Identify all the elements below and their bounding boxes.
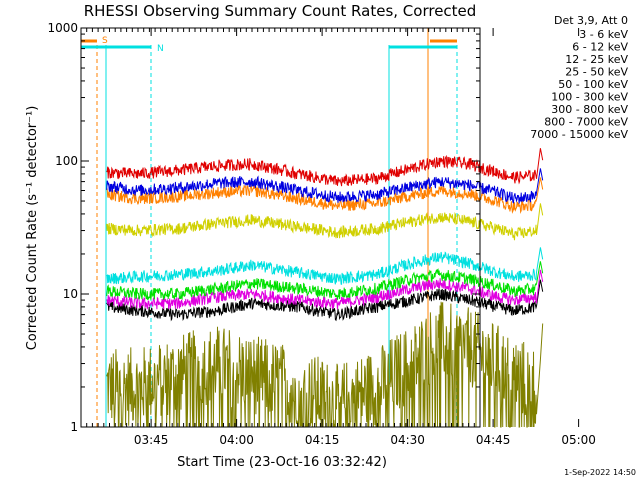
legend-label: 3 - 6 keV bbox=[579, 28, 628, 41]
chart-title: RHESSI Observing Summary Count Rates, Co… bbox=[84, 2, 477, 20]
x-tick-label: 03:45 bbox=[134, 433, 169, 447]
legend-label: 50 - 100 keV bbox=[558, 78, 628, 91]
y-tick-label: 1000 bbox=[47, 21, 78, 35]
legend-label: 7000 - 15000 keV bbox=[530, 128, 628, 141]
y-axis: 1 10 100 1000 bbox=[47, 21, 480, 434]
legend-label: 12 - 25 keV bbox=[565, 53, 628, 66]
series-line-6 bbox=[106, 168, 544, 204]
series-line-1 bbox=[106, 269, 544, 310]
footer-timestamp: 1-Sep-2022 14:50 bbox=[564, 468, 636, 477]
series-line-7 bbox=[106, 177, 544, 215]
annotation-s-marker: S bbox=[102, 36, 108, 46]
legend-label: 6 - 12 keV bbox=[572, 41, 628, 54]
y-tick-label: 1 bbox=[70, 420, 78, 434]
x-tick-label: 04:45 bbox=[476, 433, 511, 447]
x-tick-label: 04:15 bbox=[305, 433, 340, 447]
y-axis-title: Corrected Count Rate (s⁻¹ detector⁻¹) bbox=[25, 106, 40, 351]
x-axis-title: Start Time (23-Oct-16 03:32:42) bbox=[177, 455, 387, 470]
y-tick-label: 10 bbox=[63, 287, 78, 301]
legend-title: Det 3,9, Att 0 bbox=[554, 14, 628, 27]
legend-label: 300 - 800 keV bbox=[551, 103, 628, 116]
series-line-2 bbox=[106, 261, 544, 301]
x-axis: 03:45 04:00 04:15 04:30 04:45 05:00 bbox=[86, 28, 596, 447]
legend-label: 100 - 300 keV bbox=[551, 91, 628, 104]
annotation-n-marker: N bbox=[157, 44, 164, 54]
series-line-3 bbox=[106, 247, 544, 285]
series-line-5 bbox=[106, 148, 544, 187]
x-tick-label: 04:30 bbox=[390, 433, 425, 447]
x-tick-label: 04:00 bbox=[219, 433, 254, 447]
legend-label: 25 - 50 keV bbox=[565, 66, 628, 79]
x-tick-label: 05:00 bbox=[561, 433, 596, 447]
series-line-4 bbox=[106, 203, 544, 241]
legend-label: 800 - 7000 keV bbox=[544, 116, 628, 129]
series-line-0 bbox=[106, 279, 544, 322]
series-line-8 bbox=[106, 301, 544, 428]
y-tick-label: 100 bbox=[55, 154, 78, 168]
